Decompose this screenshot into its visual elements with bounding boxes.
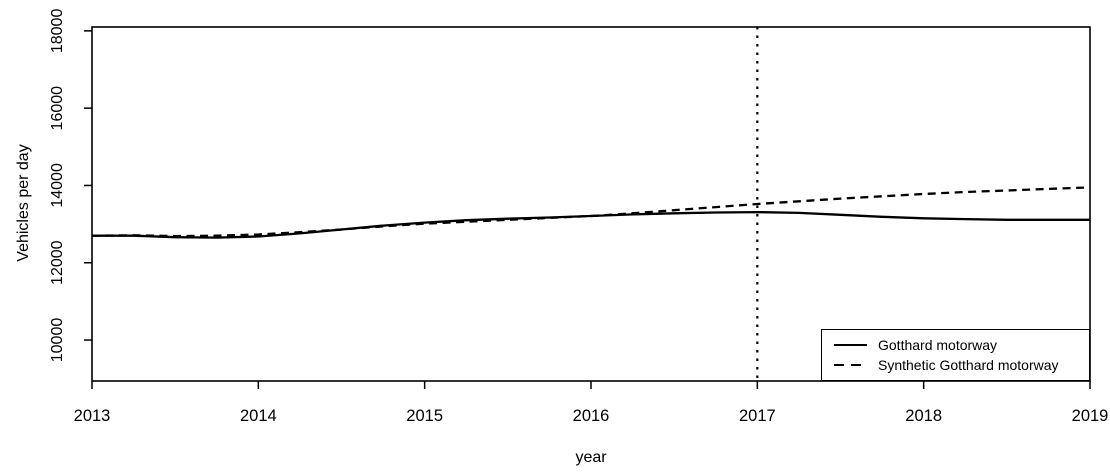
x-tick-label: 2016 xyxy=(573,407,610,425)
y-tick-label: 14000 xyxy=(49,163,66,208)
x-tick-label: 2018 xyxy=(905,407,942,425)
x-tick-label: 2019 xyxy=(1072,407,1109,425)
y-tick-label: 12000 xyxy=(49,240,66,285)
solid-line-sample-icon xyxy=(834,343,867,347)
chart-legend: Gotthard motorway Synthetic Gotthard mot… xyxy=(821,329,1090,381)
y-tick-label: 16000 xyxy=(49,86,66,131)
x-tick-label: 2015 xyxy=(406,407,443,425)
y-axis-title: Vehicles per day xyxy=(15,144,32,262)
x-axis-title: year xyxy=(575,449,607,466)
x-tick-label: 2017 xyxy=(739,407,776,425)
x-tick-label: 2013 xyxy=(74,407,111,425)
y-tick-label: 10000 xyxy=(49,318,66,363)
legend-entry-synthetic-gotthard: Synthetic Gotthard motorway xyxy=(834,356,1089,374)
y-tick-label: 18000 xyxy=(49,9,66,54)
dashed-line-sample-icon xyxy=(834,363,867,367)
plot-frame xyxy=(91,26,1091,382)
legend-entry-gotthard: Gotthard motorway xyxy=(834,336,1089,354)
legend-label: Gotthard motorway xyxy=(878,337,998,353)
x-tick-label: 2014 xyxy=(240,407,277,425)
series-line-synthetic-gotthard-motorway xyxy=(91,186,1091,238)
legend-label: Synthetic Gotthard motorway xyxy=(878,357,1059,373)
